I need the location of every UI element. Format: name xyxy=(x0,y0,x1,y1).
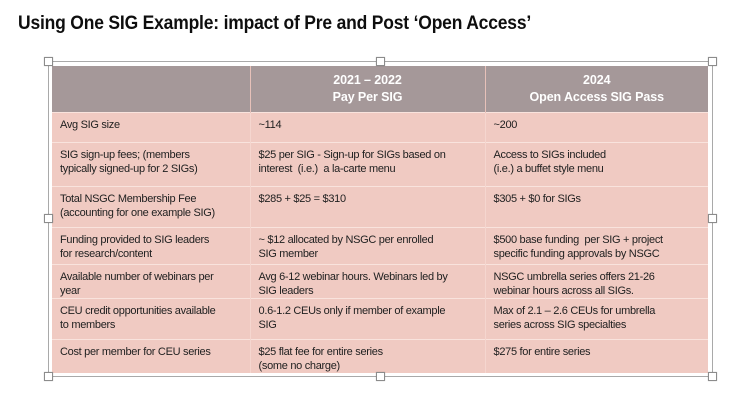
selection-handle-top-middle[interactable] xyxy=(376,57,385,66)
pay-per-sig-cell[interactable]: $25 flat fee for entire series (some no … xyxy=(249,338,485,373)
table-row-webinars: Available number of webinars per year Av… xyxy=(52,263,708,298)
comparison-table: 2021 – 2022 Pay Per SIG 2024 Open Access… xyxy=(52,66,708,373)
table-header-row: 2021 – 2022 Pay Per SIG 2024 Open Access… xyxy=(52,66,708,112)
open-access-cell[interactable]: $275 for entire series xyxy=(484,338,708,373)
table-row-ceu-cost: Cost per member for CEU series $25 flat … xyxy=(52,338,708,373)
row-label-cell[interactable]: CEU credit opportunities available to me… xyxy=(52,297,250,339)
selection-handle-bottom-middle[interactable] xyxy=(376,372,385,381)
table-row-avg-sig-size: Avg SIG size ~114 ~200 xyxy=(52,111,708,142)
header-cell-pay-per-sig[interactable]: 2021 – 2022 Pay Per SIG xyxy=(249,66,485,112)
pay-per-sig-cell[interactable]: $25 per SIG - Sign-up for SIGs based on … xyxy=(249,141,485,186)
table-row-funding: Funding provided to SIG leaders for rese… xyxy=(52,226,708,264)
pay-per-sig-cell[interactable]: ~ $12 allocated by NSGC per enrolled SIG… xyxy=(249,226,485,264)
open-access-cell[interactable]: Access to SIGs included (i.e.) a buffet … xyxy=(484,141,708,186)
header-cell-open-access[interactable]: 2024 Open Access SIG Pass xyxy=(484,66,708,112)
selection-handle-bottom-left[interactable] xyxy=(44,372,53,381)
open-access-cell[interactable]: Max of 2.1 – 2.6 CEUs for umbrella serie… xyxy=(484,297,708,339)
selection-handle-top-right[interactable] xyxy=(708,57,717,66)
table-row-membership-fee: Total NSGC Membership Fee (accounting fo… xyxy=(52,185,708,227)
selection-handle-middle-left[interactable] xyxy=(44,214,53,223)
row-label-cell[interactable]: Avg SIG size xyxy=(52,111,250,142)
row-label-cell[interactable]: Total NSGC Membership Fee (accounting fo… xyxy=(52,185,250,227)
row-label-cell[interactable]: Funding provided to SIG leaders for rese… xyxy=(52,226,250,264)
slide-title[interactable]: Using One SIG Example: impact of Pre and… xyxy=(18,13,532,34)
row-label-cell[interactable]: SIG sign-up fees; (members typically sig… xyxy=(52,141,250,186)
row-label-cell[interactable]: Available number of webinars per year xyxy=(52,263,250,298)
selection-handle-bottom-right[interactable] xyxy=(708,372,717,381)
row-label-cell[interactable]: Cost per member for CEU series xyxy=(52,338,250,373)
open-access-cell[interactable]: NSGC umbrella series offers 21-26 webina… xyxy=(484,263,708,298)
selection-handle-middle-right[interactable] xyxy=(708,214,717,223)
table-row-ceu-credit: CEU credit opportunities available to me… xyxy=(52,297,708,339)
open-access-cell[interactable]: ~200 xyxy=(484,111,708,142)
header-cell-empty[interactable] xyxy=(52,66,250,112)
pay-per-sig-cell[interactable]: Avg 6-12 webinar hours. Webinars led by … xyxy=(249,263,485,298)
selection-handle-top-left[interactable] xyxy=(44,57,53,66)
pay-per-sig-cell[interactable]: 0.6-1.2 CEUs only if member of example S… xyxy=(249,297,485,339)
pay-per-sig-cell[interactable]: ~114 xyxy=(249,111,485,142)
open-access-cell[interactable]: $305 + $0 for SIGs xyxy=(484,185,708,227)
table-row-signup-fees: SIG sign-up fees; (members typically sig… xyxy=(52,141,708,186)
open-access-cell[interactable]: $500 base funding per SIG + project spec… xyxy=(484,226,708,264)
pay-per-sig-cell[interactable]: $285 + $25 = $310 xyxy=(249,185,485,227)
